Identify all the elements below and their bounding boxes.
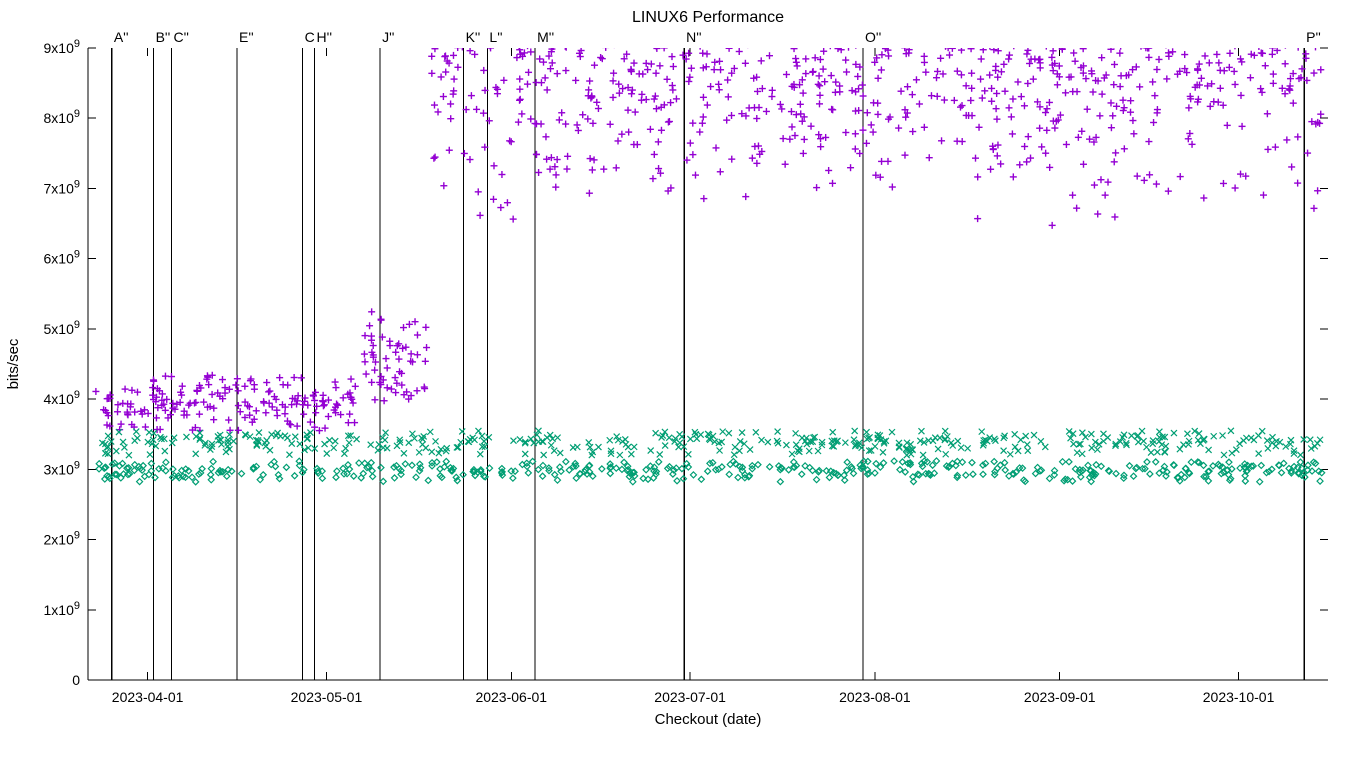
event-label: K'' <box>466 29 481 45</box>
event-label: C <box>305 29 315 45</box>
chart-title: LINUX6 Performance <box>632 9 784 26</box>
x-tick-label: 2023-04-01 <box>112 689 184 705</box>
y-tick-label: 9x109 <box>44 38 80 56</box>
y-tick-label: 4x109 <box>44 389 80 407</box>
event-label: O'' <box>865 29 881 45</box>
event-label: A'' <box>114 29 129 45</box>
y-tick-label: 7x109 <box>44 178 80 196</box>
y-axis-label: bits/sec <box>5 338 22 389</box>
event-label: J'' <box>382 29 394 45</box>
event-label: P'' <box>1306 29 1321 45</box>
x-tick-label: 2023-08-01 <box>839 689 911 705</box>
y-tick-label: 3x109 <box>44 459 80 477</box>
series-series-plus <box>92 41 1324 434</box>
data-layer <box>92 41 1324 485</box>
y-tick-label: 5x109 <box>44 319 80 337</box>
x-tick-label: 2023-05-01 <box>291 689 363 705</box>
event-label: M'' <box>537 29 554 45</box>
chart-container: 0 1x109 2x109 3x109 4x109 5x109 6x109 7x109 8x10… <box>0 0 1360 768</box>
event-label: L'' <box>489 29 502 45</box>
event-label: E'' <box>239 29 254 45</box>
y-tick-label: 0 <box>72 672 80 688</box>
y-tick-label: 1x109 <box>44 600 80 618</box>
event-label: H'' <box>317 29 332 45</box>
y-tick-label: 6x109 <box>44 249 80 267</box>
x-tick-label: 2023-10-01 <box>1203 689 1275 705</box>
event-label: C'' <box>173 29 188 45</box>
chart-svg: 0 1x109 2x109 3x109 4x109 5x109 6x109 7x109 8x10… <box>0 0 1360 768</box>
y-tick-label: 8x109 <box>44 108 80 126</box>
x-tick-label: 2023-07-01 <box>654 689 726 705</box>
x-axis-label: Checkout (date) <box>655 711 762 728</box>
series-series-x <box>99 428 1323 458</box>
x-tick-label: 2023-09-01 <box>1024 689 1096 705</box>
y-tick-label: 2x109 <box>44 530 80 548</box>
event-label: B'' <box>156 29 171 45</box>
event-label: N'' <box>686 29 701 45</box>
series-series-diamond <box>96 458 1325 485</box>
x-tick-label: 2023-06-01 <box>475 689 547 705</box>
